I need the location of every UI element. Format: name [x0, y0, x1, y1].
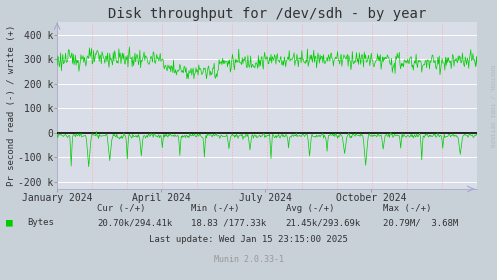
Text: Max (-/+): Max (-/+) — [383, 204, 431, 213]
Text: Bytes: Bytes — [27, 218, 54, 227]
Text: RRDTOOL / TOBI OETIKER: RRDTOOL / TOBI OETIKER — [490, 65, 495, 148]
Y-axis label: Pr second read (-) / write (+): Pr second read (-) / write (+) — [7, 25, 16, 186]
Text: ■: ■ — [6, 218, 13, 228]
Title: Disk throughput for /dev/sdh - by year: Disk throughput for /dev/sdh - by year — [108, 7, 426, 21]
Text: Cur (-/+): Cur (-/+) — [97, 204, 145, 213]
Text: 20.79M/  3.68M: 20.79M/ 3.68M — [383, 218, 458, 227]
Text: 20.70k/294.41k: 20.70k/294.41k — [97, 218, 172, 227]
Text: 21.45k/293.69k: 21.45k/293.69k — [286, 218, 361, 227]
Text: Min (-/+): Min (-/+) — [191, 204, 240, 213]
Text: Avg (-/+): Avg (-/+) — [286, 204, 334, 213]
Text: 18.83 /177.33k: 18.83 /177.33k — [191, 218, 266, 227]
Text: Last update: Wed Jan 15 23:15:00 2025: Last update: Wed Jan 15 23:15:00 2025 — [149, 235, 348, 244]
Text: Munin 2.0.33-1: Munin 2.0.33-1 — [214, 255, 283, 263]
